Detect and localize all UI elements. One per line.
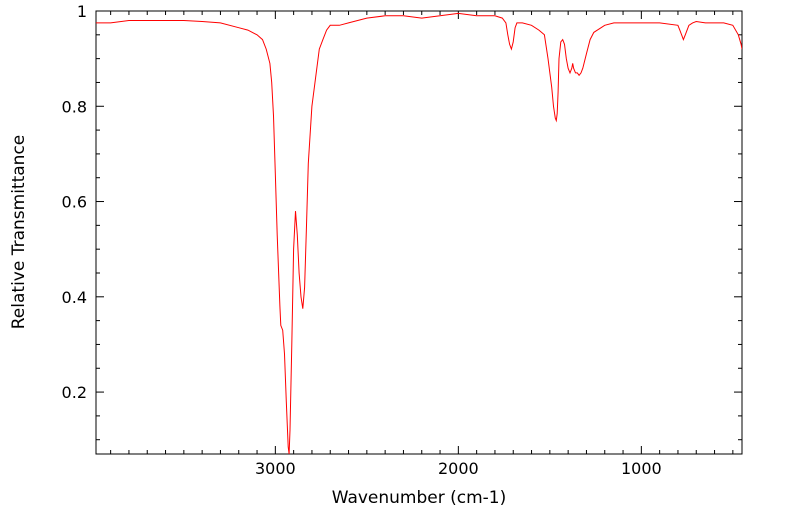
y-tick-label: 0.4 (62, 288, 87, 307)
transmittance-series-line (96, 12, 742, 454)
y-axis-title: Relative Transmittance (9, 135, 29, 330)
y-tick-label: 1 (77, 2, 87, 21)
x-tick-label: 1000 (621, 459, 662, 478)
x-tick-label: 3000 (255, 459, 296, 478)
y-tick-label: 0.8 (62, 97, 87, 116)
x-axis-title: Wavenumber (cm-1) (332, 488, 507, 508)
y-tick-labels: 1 0.8 0.6 0.4 0.2 (62, 2, 87, 402)
axis-ticks (96, 10, 742, 454)
y-tick-label: 0.2 (62, 383, 87, 402)
y-tick-label: 0.6 (62, 193, 87, 212)
plot-area-frame (95, 10, 743, 455)
x-tick-labels: 3000 2000 1000 (255, 459, 662, 478)
x-tick-label: 2000 (438, 459, 479, 478)
